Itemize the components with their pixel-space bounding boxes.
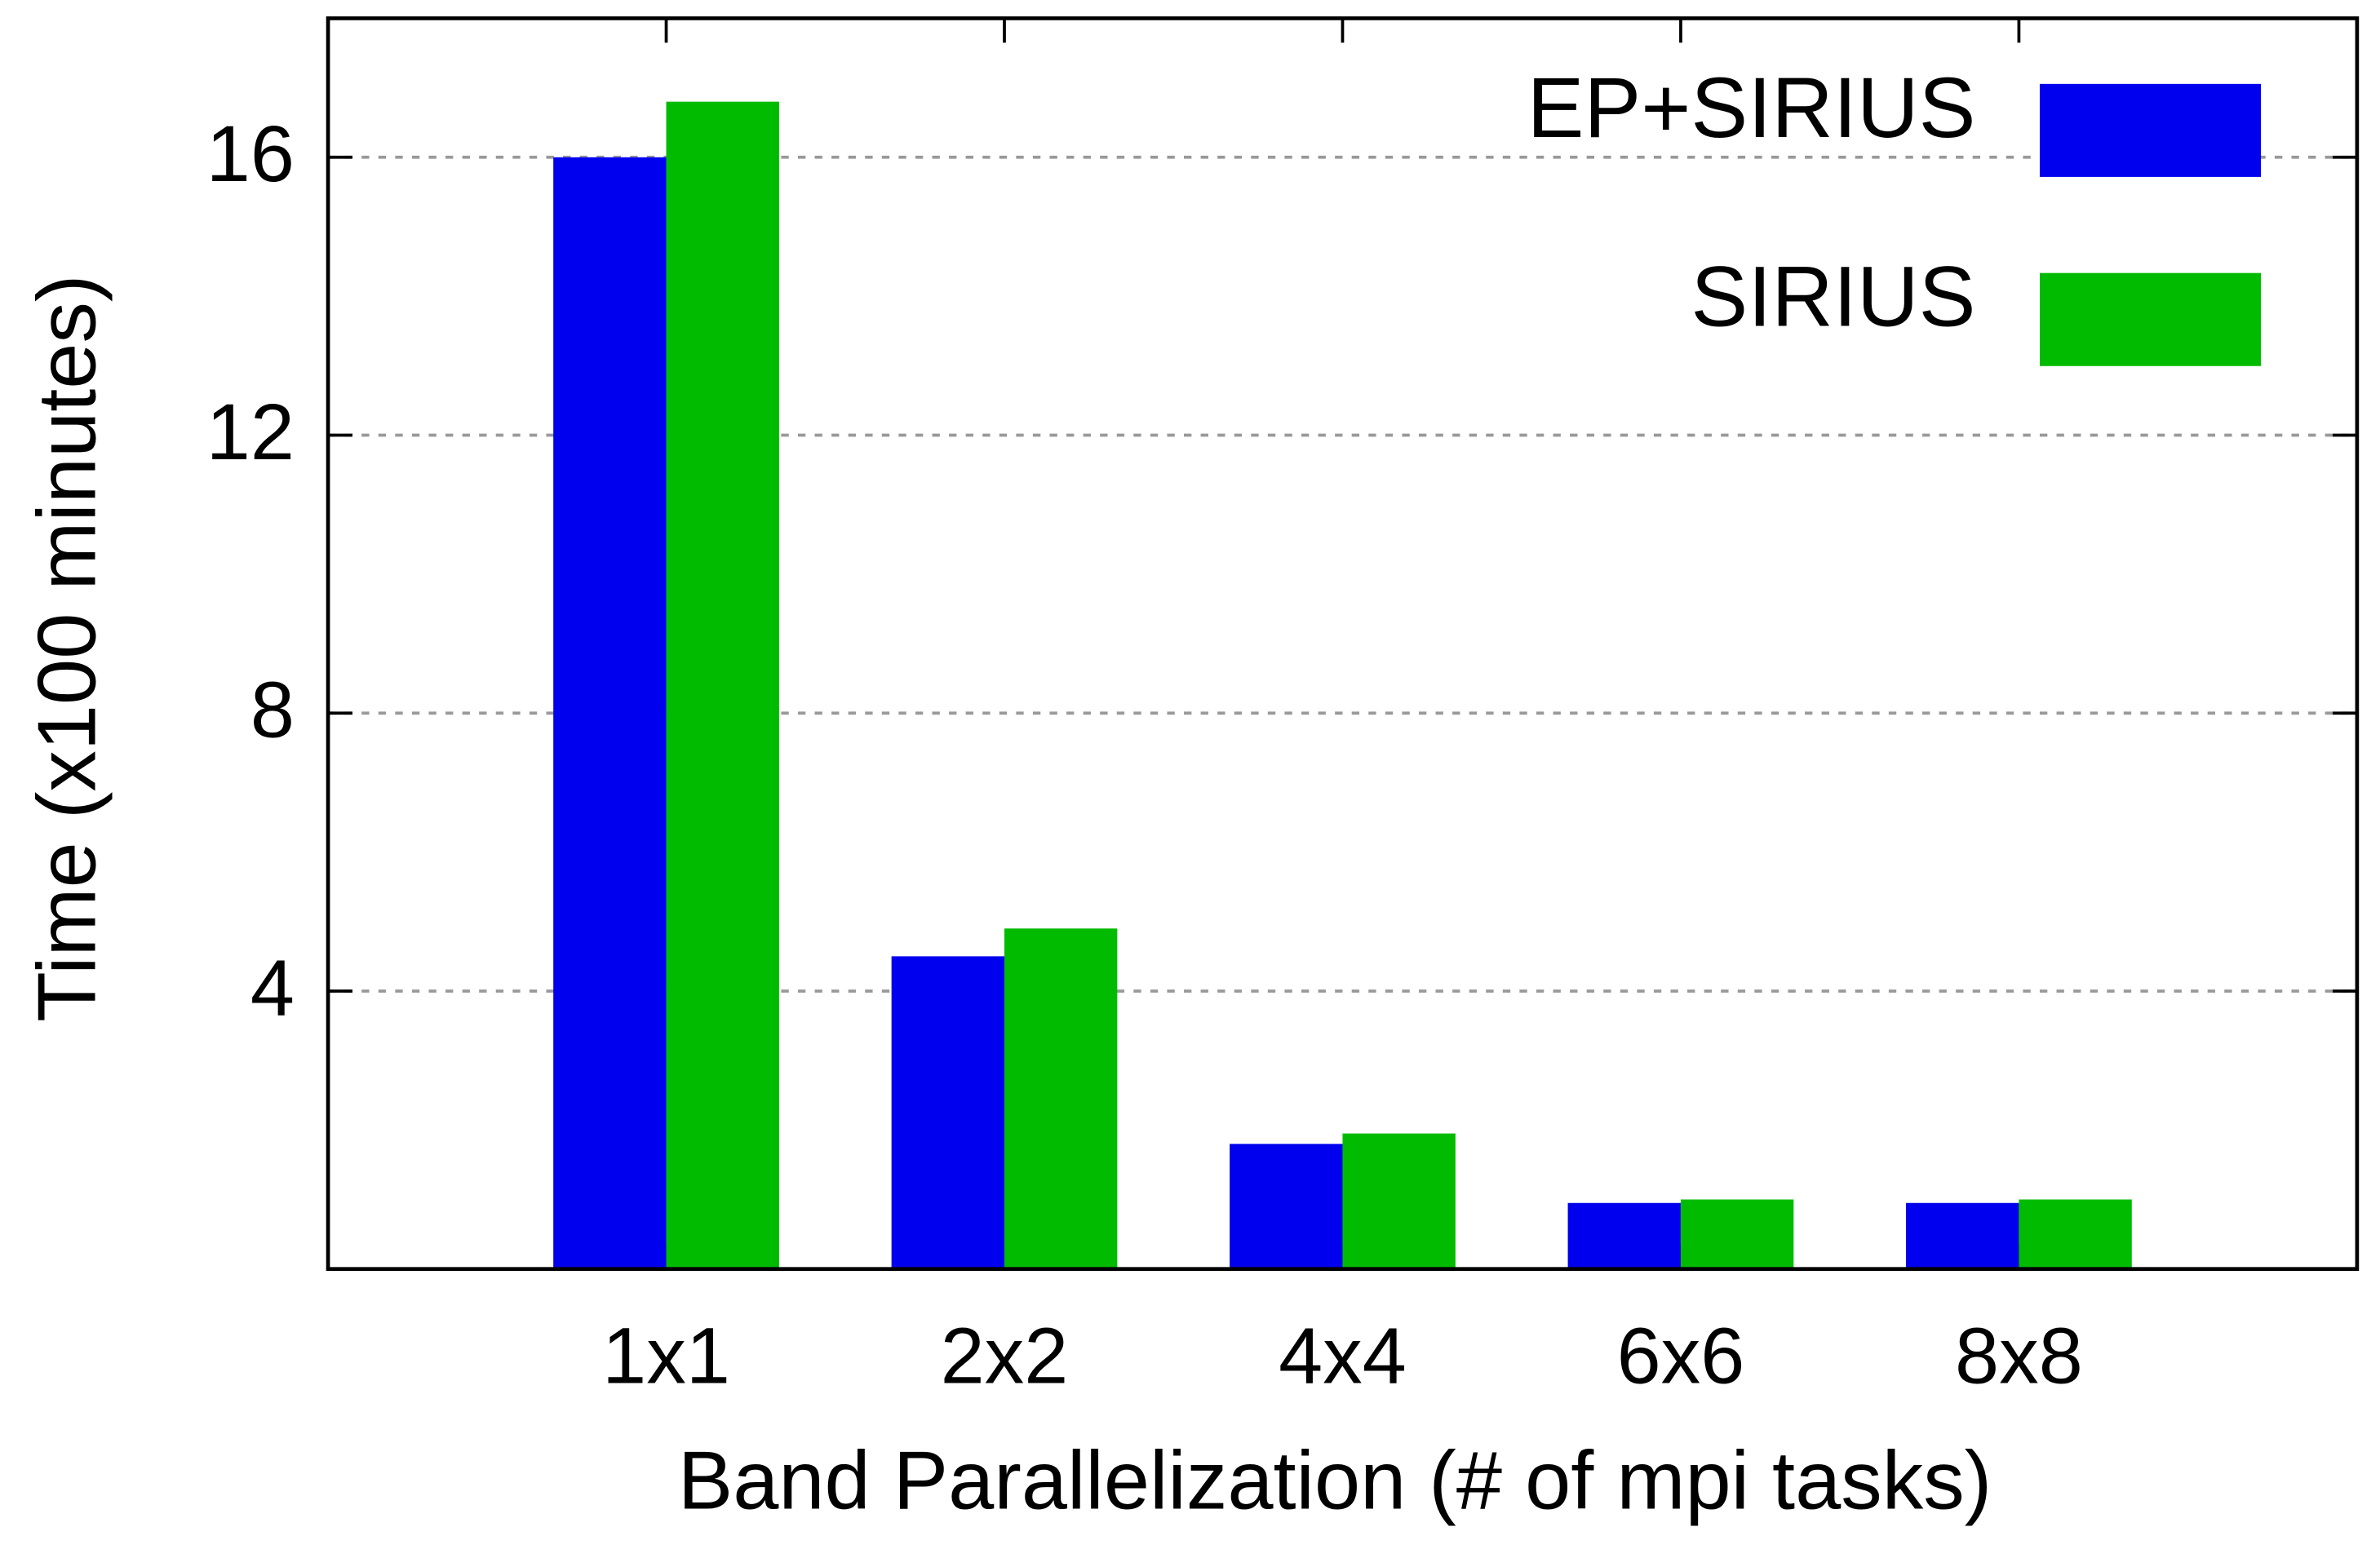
y-tick-label: 16 xyxy=(206,109,295,198)
y-tick-label: 12 xyxy=(206,387,295,476)
bar xyxy=(891,956,1005,1269)
x-tick-label: 2x2 xyxy=(941,1311,1069,1400)
legend-swatch xyxy=(2039,83,2262,177)
plot-frame xyxy=(326,16,2360,1272)
plot-layer: 4 8 12 16 1x1 2x2 4x4 6x6 8x8 EP+SIRIUS SIRIUS xyxy=(206,16,2360,1400)
bar xyxy=(666,101,779,1269)
bar xyxy=(553,157,667,1269)
x-tick-label: 6x6 xyxy=(1617,1311,1745,1400)
bar xyxy=(1230,1144,1343,1269)
legend-label: SIRIUS xyxy=(1691,250,1975,345)
x-tick-label: 1x1 xyxy=(602,1311,730,1400)
y-tick-label: 4 xyxy=(250,943,295,1032)
bar xyxy=(1567,1202,1681,1269)
y-tick-label: 8 xyxy=(250,666,295,755)
bar xyxy=(1004,928,1118,1269)
bar xyxy=(1906,1202,2019,1269)
y-axis-label: Time (x100 minutes) xyxy=(21,275,113,1022)
x-axis-label: Band Parallelization (# of mpi tasks) xyxy=(678,1436,1992,1527)
bar xyxy=(1680,1199,1794,1269)
x-tick-label: 4x4 xyxy=(1279,1311,1407,1400)
legend-label: EP+SIRIUS xyxy=(1527,60,1976,156)
legend-swatch xyxy=(2039,272,2262,366)
x-tick-label: 8x8 xyxy=(1955,1311,2083,1400)
bar xyxy=(2019,1199,2132,1269)
bar xyxy=(1342,1133,1456,1269)
